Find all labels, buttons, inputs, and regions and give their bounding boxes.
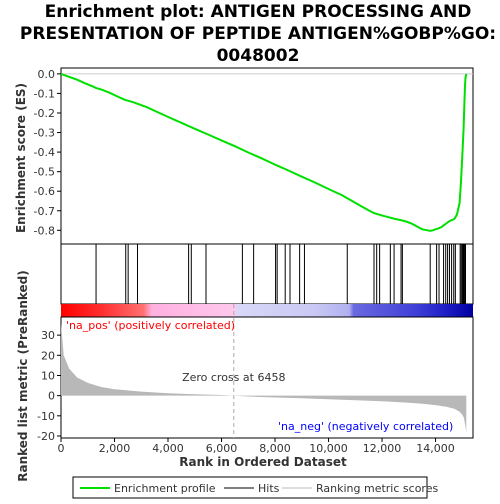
metric-y-tick-label: -10: [37, 410, 55, 423]
rank-x-tick-label: 12,000: [363, 442, 402, 455]
es-y-tick-label: -0.4: [34, 146, 55, 159]
es-panel-frame: [60, 67, 474, 245]
legend-metric-label: Ranking metric scores: [316, 482, 438, 495]
legend-enrichment-label: Enrichment profile: [114, 482, 216, 495]
zero-cross-label: Zero cross at 6458: [182, 371, 285, 384]
es-y-axis-label: Enrichment score (ES): [14, 83, 28, 233]
metric-y-tick-label: 10: [41, 369, 55, 382]
metric-y-axis: 30 20 10 0 -10 -20: [37, 329, 61, 443]
es-y-tick-label: -0.3: [34, 127, 55, 140]
rank-x-tick-label: 4,000: [152, 442, 184, 455]
enrichment-profile-line: [60, 72, 468, 232]
chart-title-line-3: 0048002: [217, 46, 300, 66]
rank-x-tick-label: 8,000: [259, 442, 291, 455]
rank-x-axis-label: Rank in Ordered Dataset: [179, 455, 347, 469]
rank-x-axis: 0 2,000 4,000 6,000 8,000 10,000 12,000 14,000: [58, 438, 455, 455]
es-y-tick-label: -0.2: [34, 107, 55, 120]
metric-y-axis-label: Ranked list metric (PreRanked): [16, 270, 30, 482]
es-y-tick-label: -0.7: [34, 205, 55, 218]
hits-panel-frame: [60, 243, 474, 305]
es-y-tick-label: -0.5: [34, 166, 55, 179]
pos-correlated-label: 'na_pos' (positively correlated): [66, 319, 235, 332]
rank-x-tick-label: 14,000: [416, 442, 455, 455]
chart-title-line-1: Enrichment plot: ANTIGEN PROCESSING AND: [45, 2, 472, 22]
neg-correlated-label: 'na_neg' (negatively correlated): [278, 420, 453, 433]
legend: Enrichment profile Hits Ranking metric s…: [72, 476, 438, 499]
metric-y-tick-label: 20: [41, 349, 55, 362]
hit-marks: [95, 244, 467, 304]
metric-y-tick-label: -20: [37, 430, 55, 443]
rank-x-tick-label: 2,000: [99, 442, 131, 455]
es-y-axis: 0.0 -0.1 -0.2 -0.3 -0.4 -0.5 -0.6 -0.7 -0.8: [34, 68, 61, 237]
es-y-tick-label: 0.0: [38, 68, 56, 81]
legend-hits-label: Hits: [258, 482, 280, 495]
rank-x-tick-label: 10,000: [309, 442, 348, 455]
rank-x-tick-label: 0: [58, 442, 65, 455]
hits-panel: [60, 243, 474, 317]
rank-x-tick-label: 6,000: [206, 442, 238, 455]
metric-panel: Zero cross at 6458 'na_pos' (positively …: [16, 270, 474, 482]
chart-title-line-2: PRESENTATION OF PEPTIDE ANTIGEN%GOBP%GO:: [20, 24, 496, 44]
es-y-tick-label: -0.6: [34, 185, 55, 198]
ranked-color-bar: [61, 304, 473, 317]
metric-panel-frame: [60, 316, 474, 439]
metric-y-tick-label: 0: [48, 390, 55, 403]
es-panel: 0.0 -0.1 -0.2 -0.3 -0.4 -0.5 -0.6 -0.7 -0.8 Enri…: [14, 67, 474, 245]
metric-y-tick-label: 30: [41, 329, 55, 342]
es-y-tick-label: -0.1: [34, 87, 55, 100]
es-y-tick-label: -0.8: [34, 224, 55, 237]
